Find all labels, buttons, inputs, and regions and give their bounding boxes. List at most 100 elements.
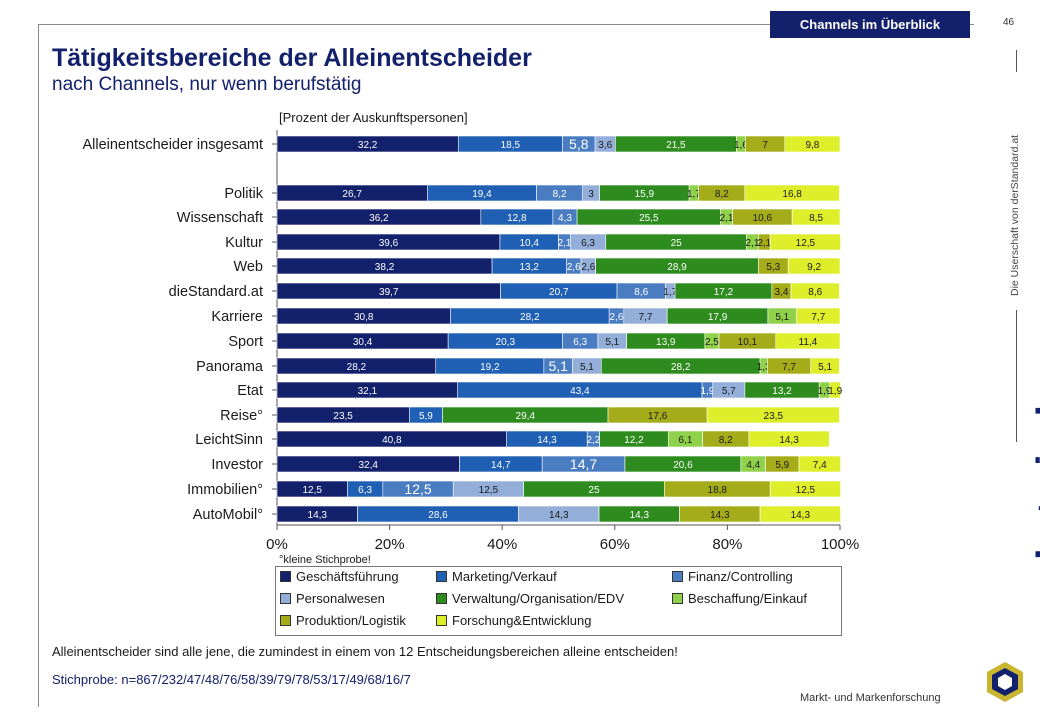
data-label: 25,5 bbox=[639, 213, 659, 224]
data-label: 8,6 bbox=[808, 287, 822, 298]
bar-segment bbox=[787, 257, 841, 275]
category-label: LeichtSinn bbox=[195, 432, 263, 448]
data-label: 12,5 bbox=[796, 238, 816, 249]
data-label: 25 bbox=[671, 238, 683, 249]
data-label: 32,2 bbox=[358, 140, 378, 151]
data-label: 28,6 bbox=[428, 510, 448, 521]
x-tick-label: 20% bbox=[375, 536, 405, 553]
data-label: 39,6 bbox=[379, 238, 399, 249]
bar-segment bbox=[706, 406, 840, 424]
legend-label: Geschäftsführung bbox=[296, 569, 399, 584]
bar-segment bbox=[775, 332, 841, 350]
data-label: 8,2 bbox=[553, 189, 567, 200]
data-label: 2,1 bbox=[557, 238, 571, 249]
x-tick-label: 60% bbox=[600, 536, 630, 553]
bar-segment bbox=[769, 480, 841, 498]
data-label: 15,9 bbox=[635, 189, 655, 200]
legend-swatch bbox=[436, 615, 447, 627]
data-label: 5,7 bbox=[722, 386, 736, 397]
data-label: 29,4 bbox=[516, 411, 536, 422]
data-label: 17,6 bbox=[648, 411, 668, 422]
data-label: 2,6 bbox=[610, 312, 624, 323]
data-label: 14,3 bbox=[791, 510, 811, 521]
data-label: 1,9 bbox=[818, 386, 832, 397]
data-label: 14,3 bbox=[630, 510, 650, 521]
legend-label: Finanz/Controlling bbox=[688, 569, 793, 584]
data-label: 20,6 bbox=[673, 460, 693, 471]
data-label: 13,2 bbox=[519, 262, 539, 273]
legend-swatch bbox=[436, 593, 447, 605]
data-label: 36,2 bbox=[369, 213, 389, 224]
data-label: 32,1 bbox=[358, 386, 378, 397]
data-label: 10,4 bbox=[519, 238, 539, 249]
data-label: 30,8 bbox=[354, 312, 374, 323]
data-label: 8,2 bbox=[715, 189, 729, 200]
data-label: 1,3 bbox=[757, 362, 771, 373]
bar-segment bbox=[829, 381, 841, 399]
legend-swatch bbox=[436, 571, 447, 583]
data-label: 5,1 bbox=[548, 358, 568, 374]
legend-entry: Produktion/Logistik bbox=[280, 613, 406, 628]
legend-swatch bbox=[672, 593, 683, 605]
data-label: 13,2 bbox=[772, 386, 792, 397]
legend-swatch bbox=[280, 571, 291, 583]
data-label: 11,4 bbox=[799, 337, 818, 348]
footnote: Alleinentscheider sind alle jene, die zu… bbox=[52, 644, 678, 659]
data-label: 1,7 bbox=[687, 189, 701, 200]
data-label: 28,2 bbox=[347, 362, 367, 373]
data-label: 7,7 bbox=[782, 362, 796, 373]
data-label: 2,1 bbox=[757, 238, 771, 249]
data-label: 40,8 bbox=[382, 435, 402, 446]
data-label: 28,2 bbox=[520, 312, 540, 323]
bar-segment bbox=[744, 184, 840, 202]
data-label: 9,2 bbox=[807, 262, 821, 273]
category-label: Immobilien° bbox=[187, 482, 263, 498]
data-label: 28,9 bbox=[667, 262, 687, 273]
data-label: 13,9 bbox=[656, 337, 676, 348]
category-label: Web bbox=[233, 259, 263, 275]
data-label: 8,5 bbox=[809, 213, 823, 224]
data-label: 18,8 bbox=[708, 485, 728, 496]
data-label: 12,2 bbox=[624, 435, 644, 446]
category-label: dieStandard.at bbox=[169, 284, 263, 300]
small-sample-note: °kleine Stichprobe! bbox=[279, 554, 371, 566]
data-label: 2,6 bbox=[581, 262, 595, 273]
data-label: 12,5 bbox=[302, 485, 322, 496]
legend-label: Beschaffung/Einkauf bbox=[688, 591, 808, 606]
data-label: 2,2 bbox=[586, 435, 600, 446]
legend-label: Produktion/Logistik bbox=[296, 613, 406, 628]
legend-label: Forschung&Entwicklung bbox=[452, 613, 592, 628]
x-tick-label: 100% bbox=[821, 536, 859, 553]
slide-frame bbox=[38, 24, 974, 707]
data-label: 3,4 bbox=[774, 287, 788, 298]
data-label: 1,9 bbox=[828, 386, 842, 397]
legend-swatch bbox=[280, 593, 291, 605]
page-title: Tätigkeitsbereiche der Alleinentscheider bbox=[52, 44, 532, 72]
data-label: 14,3 bbox=[549, 510, 569, 521]
category-label: Politik bbox=[224, 186, 263, 202]
bar-segment bbox=[784, 135, 841, 153]
category-label: Etat bbox=[237, 383, 263, 399]
data-label: 5,9 bbox=[775, 460, 789, 471]
data-label: 7,7 bbox=[639, 312, 653, 323]
legend-swatch bbox=[280, 615, 291, 627]
chart-legend: Geschäftsführung Marketing/Verkauf Finanz/… bbox=[275, 566, 842, 636]
data-label: 19,4 bbox=[472, 189, 492, 200]
data-label: 7 bbox=[762, 140, 768, 151]
brand-tagline: Markt- und Markenforschung bbox=[800, 692, 941, 704]
data-label: 3 bbox=[588, 189, 594, 200]
data-label: 21,5 bbox=[666, 140, 686, 151]
x-tick-label: 0% bbox=[266, 536, 288, 553]
legend-entry: Finanz/Controlling bbox=[672, 569, 793, 584]
data-label: 1,7 bbox=[663, 287, 677, 298]
x-tick-label: 40% bbox=[487, 536, 517, 553]
data-label: 14,3 bbox=[537, 435, 557, 446]
legend-label: Verwaltung/Organisation/EDV bbox=[452, 591, 624, 606]
legend-entry: Verwaltung/Organisation/EDV bbox=[436, 591, 624, 606]
data-label: 18,5 bbox=[501, 140, 521, 151]
category-label: Investor bbox=[211, 457, 263, 473]
data-label: 14,3 bbox=[710, 510, 730, 521]
data-label: 30,4 bbox=[353, 337, 373, 348]
unit-label: [Prozent der Auskunftspersonen] bbox=[279, 110, 468, 125]
sample-size: Stichprobe: n=867/232/47/48/76/58/39/79/… bbox=[52, 672, 411, 687]
